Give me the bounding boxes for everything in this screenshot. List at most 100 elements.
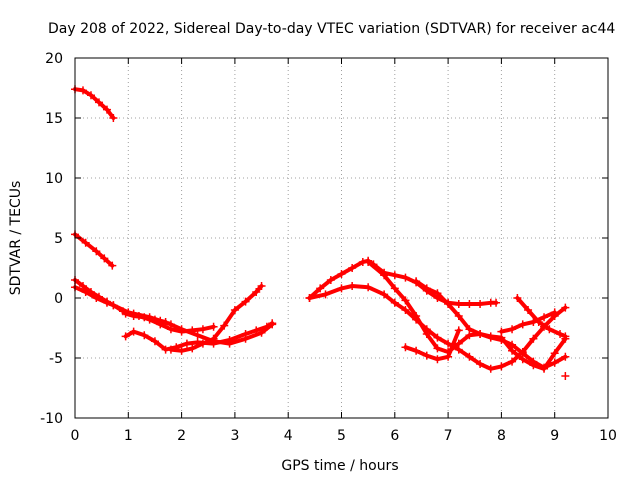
data-point bbox=[508, 346, 517, 355]
data-point bbox=[81, 238, 90, 247]
data-point bbox=[166, 325, 175, 334]
series-trace bbox=[73, 87, 116, 120]
series-trace bbox=[73, 232, 115, 268]
data-point bbox=[257, 282, 266, 290]
data-point bbox=[529, 361, 538, 370]
data-point bbox=[465, 352, 474, 361]
data-point bbox=[422, 330, 431, 338]
data-point bbox=[109, 301, 118, 310]
data-point bbox=[561, 352, 570, 361]
data-point bbox=[401, 306, 410, 314]
x-tick-label: 7 bbox=[444, 428, 453, 444]
data-point bbox=[422, 284, 431, 293]
data-point bbox=[220, 321, 229, 330]
data-point bbox=[140, 313, 149, 322]
data-point bbox=[540, 313, 549, 322]
data-point bbox=[518, 320, 527, 329]
data-point bbox=[262, 322, 271, 331]
data-point bbox=[492, 298, 501, 307]
data-point bbox=[529, 334, 538, 343]
data-point bbox=[524, 306, 533, 314]
data-point bbox=[177, 346, 186, 355]
y-tick-label: 15 bbox=[45, 111, 63, 127]
x-tick-label: 10 bbox=[599, 428, 617, 444]
x-tick-label: 9 bbox=[550, 428, 559, 444]
x-tick-label: 8 bbox=[497, 428, 506, 444]
data-point bbox=[401, 343, 410, 352]
data-point bbox=[348, 264, 357, 272]
data-point bbox=[321, 290, 330, 299]
chart-title: Day 208 of 2022, Sidereal Day-to-day VTE… bbox=[48, 21, 615, 37]
x-tick-label: 3 bbox=[230, 428, 239, 444]
y-tick-label: 5 bbox=[54, 231, 63, 247]
data-point bbox=[209, 334, 218, 343]
x-tick-label: 2 bbox=[177, 428, 186, 444]
data-point bbox=[150, 337, 159, 346]
series-track-f bbox=[166, 282, 266, 355]
data-point bbox=[193, 331, 202, 340]
data-point bbox=[225, 336, 234, 344]
data-point bbox=[102, 105, 111, 114]
data-point bbox=[561, 332, 570, 341]
series-track-l bbox=[401, 326, 463, 364]
data-point bbox=[198, 339, 207, 348]
data-point bbox=[412, 312, 421, 320]
data-point bbox=[401, 273, 410, 282]
series-track-e bbox=[121, 319, 277, 354]
series-track-n bbox=[497, 308, 559, 336]
data-point bbox=[454, 300, 463, 308]
data-point bbox=[86, 91, 95, 100]
data-point bbox=[390, 298, 399, 307]
y-tick-label: 0 bbox=[54, 291, 63, 307]
data-point bbox=[177, 327, 186, 336]
series-track-b bbox=[71, 230, 117, 270]
x-tick-label: 4 bbox=[284, 428, 293, 444]
data-point bbox=[198, 325, 207, 334]
data-point bbox=[380, 271, 389, 280]
data-point bbox=[497, 327, 506, 336]
y-tick-label: -10 bbox=[40, 411, 63, 427]
tick-labels: 0 1 2 3 4 5 6 7 8 9 10 -10 -5 0 5 10 15 20 bbox=[40, 51, 617, 444]
data-point bbox=[390, 284, 399, 293]
data-point bbox=[188, 326, 197, 335]
data-point bbox=[486, 332, 495, 341]
x-tick-label: 1 bbox=[124, 428, 133, 444]
data-point bbox=[497, 362, 506, 371]
data-point bbox=[140, 331, 149, 340]
data-point bbox=[209, 322, 218, 331]
data-point bbox=[380, 290, 389, 299]
y-tick-label: 10 bbox=[45, 171, 63, 187]
data-point bbox=[166, 345, 175, 354]
data-point bbox=[561, 372, 570, 380]
data-point bbox=[518, 355, 527, 364]
data-point bbox=[545, 325, 554, 334]
data-point bbox=[476, 300, 485, 308]
data-point bbox=[252, 326, 261, 335]
data-point bbox=[121, 332, 130, 341]
data-point bbox=[390, 271, 399, 280]
y-tick-label: -5 bbox=[49, 351, 63, 367]
data-point bbox=[81, 288, 90, 296]
data-point bbox=[412, 346, 421, 355]
data-point bbox=[433, 289, 442, 298]
data-point bbox=[465, 300, 474, 308]
data-point bbox=[188, 344, 197, 353]
data-point bbox=[348, 282, 357, 290]
data-point bbox=[268, 319, 277, 328]
data-point bbox=[556, 330, 565, 338]
data-point bbox=[476, 330, 485, 338]
data-point bbox=[108, 261, 117, 270]
data-point bbox=[109, 114, 118, 122]
data-point bbox=[412, 277, 421, 286]
data-point bbox=[540, 364, 549, 373]
data-point bbox=[100, 254, 109, 263]
data-point bbox=[433, 344, 442, 353]
data-point bbox=[102, 298, 111, 307]
data-point bbox=[444, 352, 453, 361]
data-point bbox=[465, 325, 474, 334]
data-point bbox=[241, 330, 250, 338]
data-point bbox=[252, 288, 261, 296]
data-point bbox=[92, 247, 101, 256]
data-point bbox=[92, 294, 101, 302]
data-point bbox=[78, 86, 87, 95]
